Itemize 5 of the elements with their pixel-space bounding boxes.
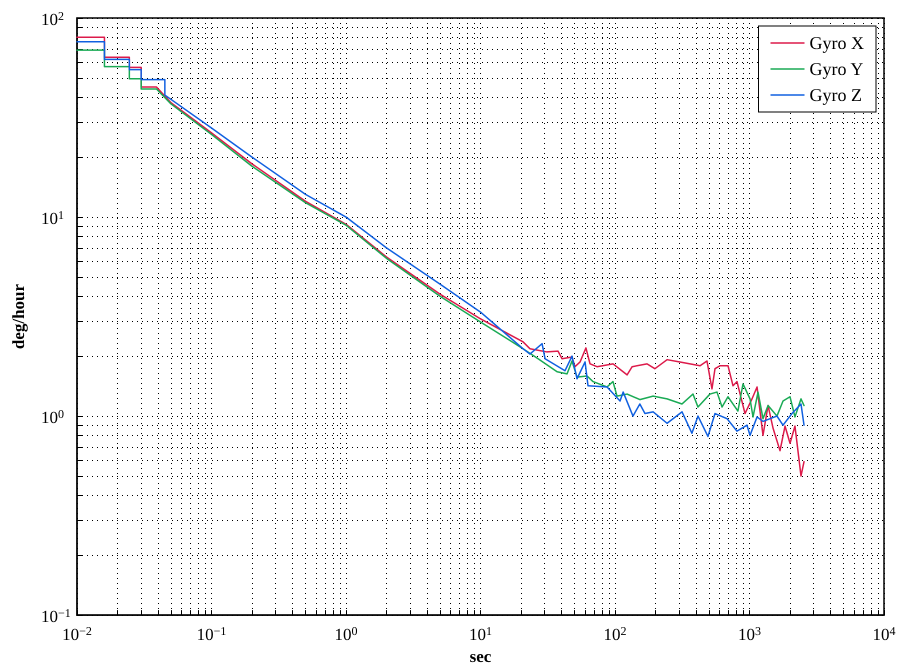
legend-label: Gyro Y bbox=[810, 59, 864, 79]
y-axis-title: deg/hour bbox=[9, 284, 28, 350]
legend-label: Gyro X bbox=[810, 33, 864, 53]
legend-label: Gyro Z bbox=[810, 85, 862, 105]
x-axis-title: sec bbox=[470, 647, 492, 666]
